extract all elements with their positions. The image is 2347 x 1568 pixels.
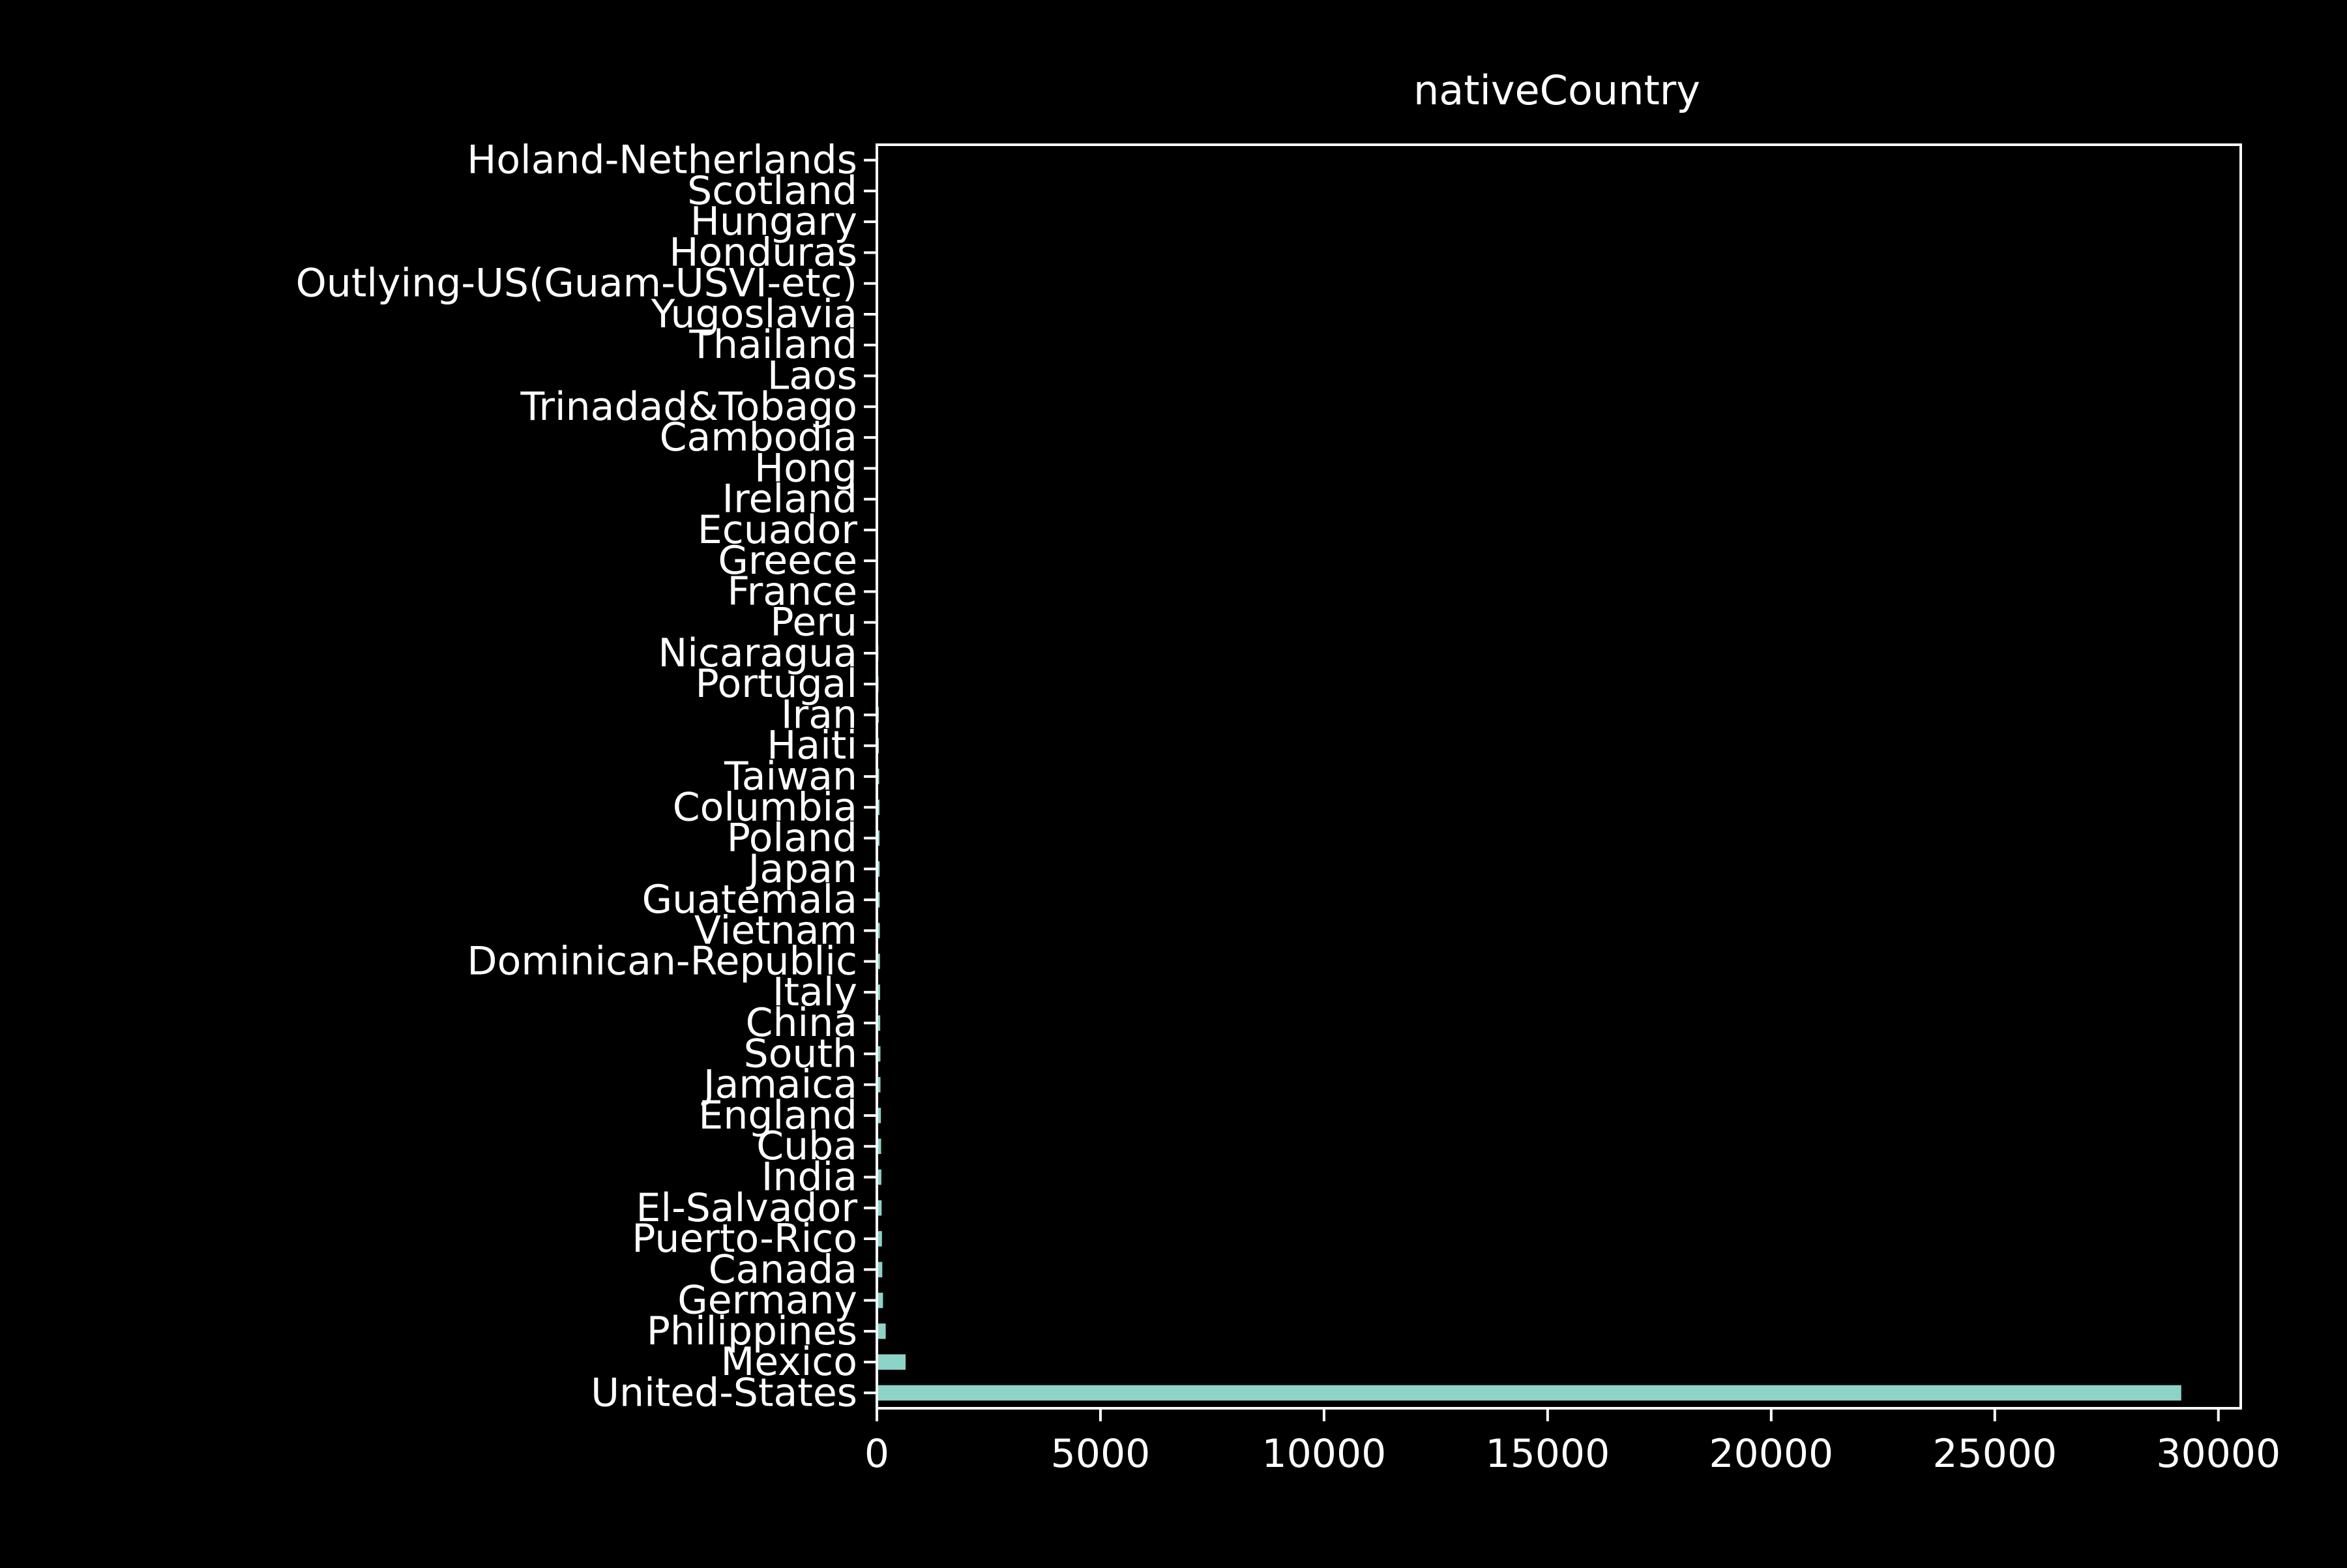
bar-mexico (877, 1354, 906, 1370)
bar-philippines (877, 1324, 886, 1339)
x-tick-label: 5000 (1051, 1431, 1151, 1477)
x-tick-label: 15000 (1485, 1431, 1610, 1477)
x-tick-label: 20000 (1709, 1431, 1833, 1477)
bar-united-states (877, 1385, 2181, 1401)
chart-title: nativeCountry (1413, 67, 1700, 114)
x-tick-label: 0 (864, 1431, 889, 1477)
x-tick-label: 25000 (1932, 1431, 2057, 1477)
x-tick-label: 10000 (1262, 1431, 1386, 1477)
y-tick-label-holand-netherlands: Holand-Netherlands (467, 138, 857, 183)
x-tick-label: 30000 (2156, 1431, 2281, 1477)
